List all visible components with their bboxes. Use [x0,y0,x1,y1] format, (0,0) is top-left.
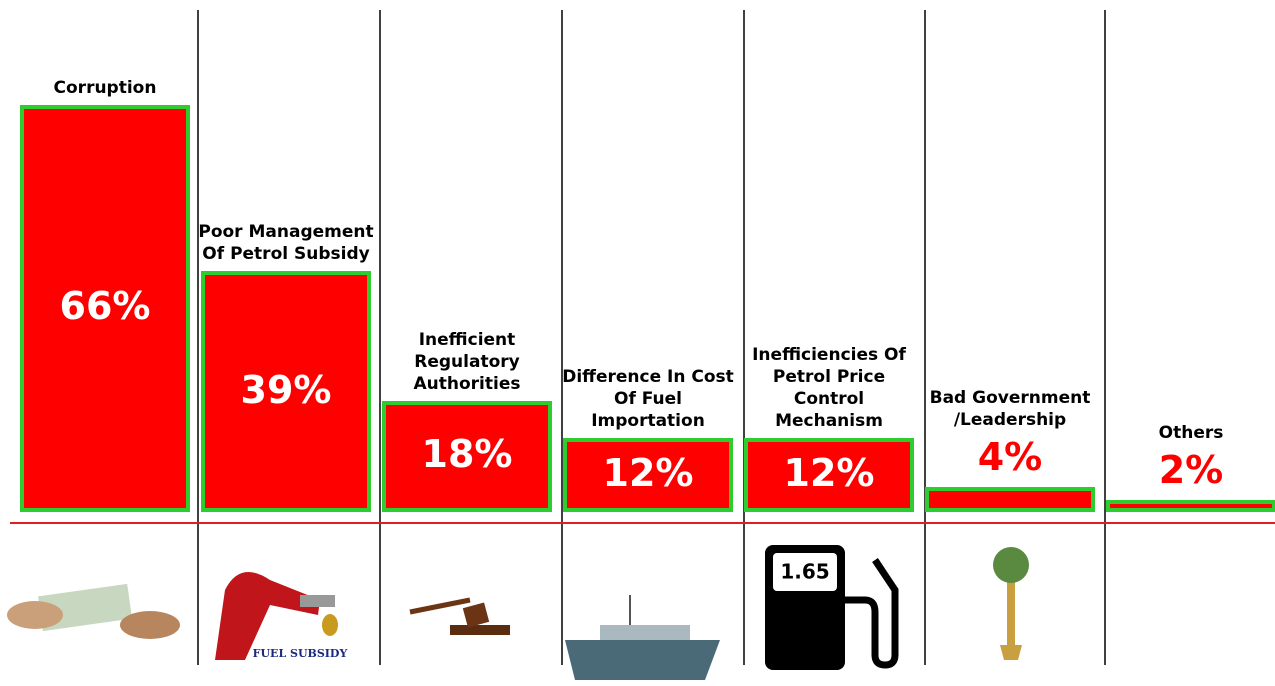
bar [20,104,190,512]
category-label: Inefficiencies Of Petrol Price Control M… [752,344,906,431]
pump-display: 1.65 [780,560,829,584]
category-label: Bad Government /Leadership [929,388,1091,431]
fuel-nozzle-icon: FUEL SUBSIDY [215,572,347,660]
value-label: 18% [421,432,513,477]
category-label: Others [1158,422,1224,443]
icon-text: FUEL SUBSIDY [253,647,348,660]
bar [1106,499,1275,512]
gavel-icon [409,597,510,635]
money-icon [7,583,180,639]
value-label: 12% [783,450,875,495]
value-label: 12% [602,450,694,495]
value-label: 4% [977,435,1043,480]
category-label: Difference In Cost Of Fuel Importation [562,366,734,431]
value-label: 66% [59,284,151,329]
ship-icon [565,595,720,680]
pump-icon: 1.65 [765,545,899,670]
category-label: Poor Management Of Petrol Subsidy [198,222,374,265]
bar [744,437,914,512]
bar [563,437,733,512]
bar [382,400,552,512]
value-label: 2% [1158,447,1224,492]
value-label: 39% [240,367,332,412]
bar [925,487,1095,512]
bar [201,271,371,512]
category-label: Inefficient Regulatory Authorities [413,329,521,394]
coat-of-arms-icon [993,547,1029,660]
category-label: Corruption [53,77,157,98]
